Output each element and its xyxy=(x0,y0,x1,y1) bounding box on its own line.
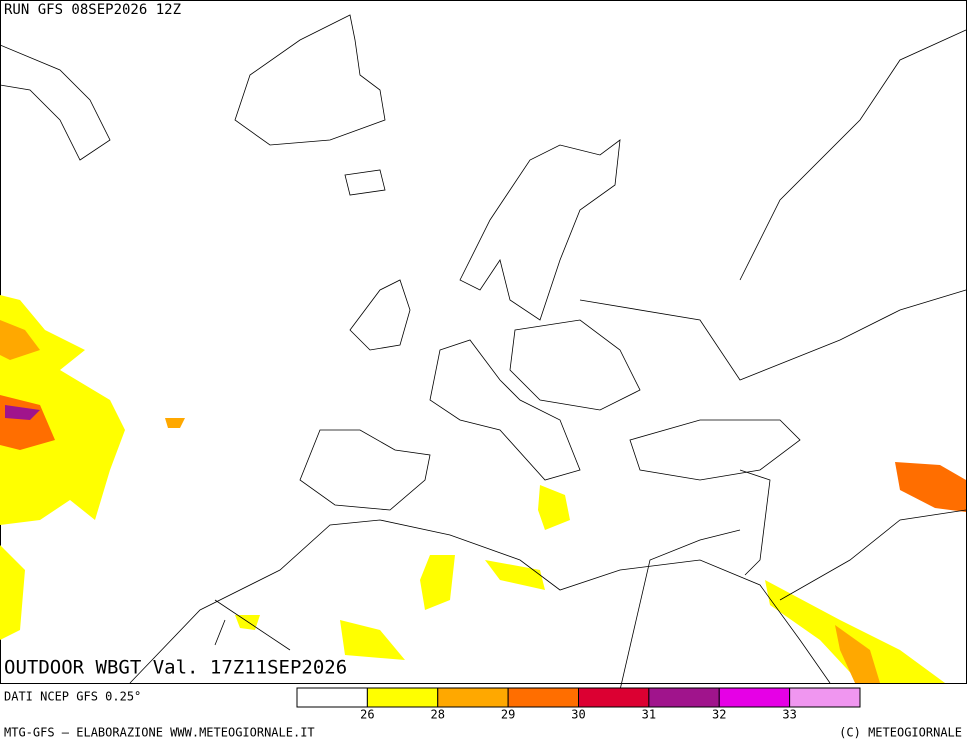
scale-label: 31 xyxy=(642,708,656,722)
map-frame xyxy=(0,0,967,684)
run-title: RUN GFS 08SEP2026 12Z xyxy=(4,2,181,18)
color-swatch xyxy=(718,687,791,708)
color-swatch xyxy=(578,687,650,708)
coastlines xyxy=(0,14,967,691)
scale-label: 26 xyxy=(360,708,374,722)
color-swatch xyxy=(437,687,509,708)
footer-copyright: (C) METEOGIORNALE xyxy=(839,726,962,740)
map-shading xyxy=(0,295,966,683)
scale-label: 32 xyxy=(712,708,726,722)
color-swatch xyxy=(789,687,861,708)
scale-label: 29 xyxy=(501,708,515,722)
color-bar: 26 28 29 30 31 32 33 xyxy=(296,687,861,722)
scale-label: 33 xyxy=(782,708,796,722)
color-swatch xyxy=(507,687,579,708)
footer-credit: MTG-GFS – ELABORAZIONE WWW.METEOGIORNALE… xyxy=(4,726,315,740)
scale-label: 28 xyxy=(431,708,445,722)
color-swatch xyxy=(366,687,439,708)
data-source: DATI NCEP GFS 0.25° xyxy=(4,690,141,704)
color-swatch xyxy=(296,687,368,708)
color-swatch xyxy=(648,687,720,708)
map-label: OUTDOOR WBGT Val. 17Z11SEP2026 xyxy=(4,657,347,679)
scale-label: 30 xyxy=(571,708,585,722)
